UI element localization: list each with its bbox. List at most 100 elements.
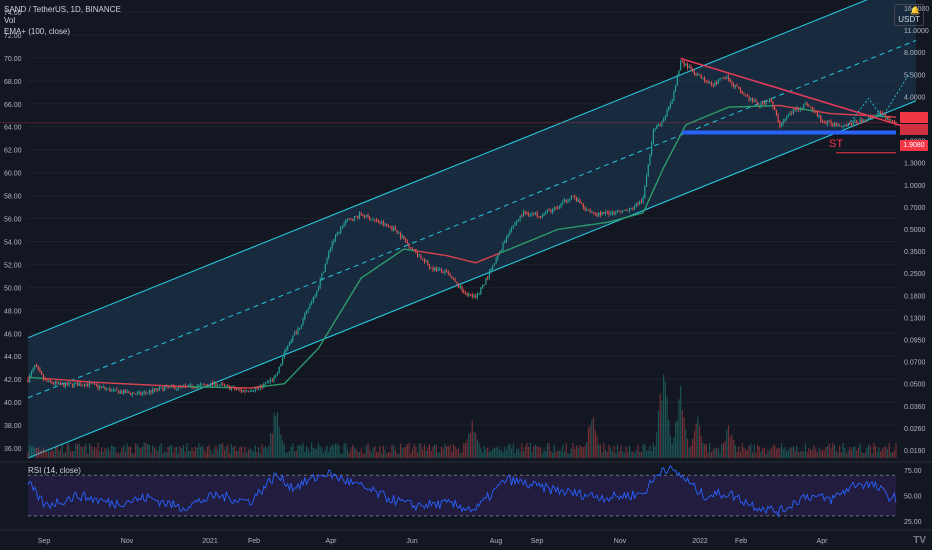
- ema-segment: [388, 257, 391, 261]
- right-tick-label: 11.0000: [904, 28, 929, 35]
- volume-bar: [649, 445, 651, 458]
- candle-body: [357, 216, 359, 219]
- candle-body: [557, 207, 559, 209]
- volume-bar: [874, 446, 877, 458]
- ema-segment: [533, 237, 536, 240]
- volume-bar: [358, 451, 361, 458]
- volume-bar: [671, 444, 673, 458]
- candle-body: [657, 124, 660, 126]
- candle-body: [343, 223, 345, 228]
- ema-segment: [543, 233, 546, 236]
- volume-bar: [464, 442, 466, 458]
- ema-segment: [518, 244, 521, 247]
- candle-body: [46, 380, 48, 382]
- ema-legend[interactable]: EMA+ (100, close): [4, 27, 71, 36]
- ema-segment: [548, 231, 552, 234]
- volume-bar: [305, 445, 308, 458]
- volume-bar: [657, 410, 660, 458]
- currency-selector[interactable]: 🔔 USDT: [894, 4, 924, 26]
- ema-segment: [371, 269, 374, 272]
- volume-bar: [569, 453, 571, 458]
- candle-body: [593, 212, 595, 214]
- candle-body: [810, 106, 812, 108]
- candle-body: [150, 390, 152, 393]
- candle-body: [336, 233, 338, 235]
- candle-body: [627, 210, 629, 212]
- volume-bar: [473, 431, 475, 458]
- volume-bar: [343, 443, 345, 458]
- candle-body: [459, 286, 461, 288]
- candle-body: [300, 325, 302, 329]
- candle-body: [87, 383, 89, 386]
- candle-body: [492, 265, 494, 269]
- candle-body: [849, 123, 851, 125]
- ema-segment: [547, 232, 550, 235]
- volume-bar: [408, 442, 410, 458]
- candle-body: [235, 389, 238, 391]
- volume-bar: [444, 443, 446, 458]
- volume-bar: [765, 453, 767, 458]
- volume-bar: [140, 448, 142, 458]
- candle-body: [533, 213, 535, 215]
- volume-bar: [41, 450, 43, 458]
- volume-bar: [357, 451, 359, 458]
- volume-bar: [367, 443, 369, 458]
- volume-bar: [555, 452, 557, 458]
- candle-body: [666, 110, 668, 117]
- candle-body: [540, 216, 542, 218]
- candle-body: [663, 119, 665, 122]
- candle-body: [239, 389, 241, 391]
- volume-bar: [377, 451, 379, 458]
- volume-legend[interactable]: Vol: [4, 16, 16, 25]
- candle-body: [56, 381, 58, 384]
- rsi-legend[interactable]: RSI (14, close): [28, 466, 81, 475]
- volume-bar: [712, 449, 714, 458]
- left-tick-label: 52.00: [4, 262, 22, 269]
- candle-body: [625, 210, 627, 211]
- symbol-title[interactable]: SAND / TetherUS, 1D, BINANCE: [4, 5, 121, 14]
- candle-body: [413, 249, 415, 251]
- candle-body: [471, 294, 473, 298]
- ema-segment: [372, 268, 376, 271]
- candle-body: [222, 383, 224, 385]
- ema-segment: [709, 113, 712, 116]
- candle-body: [198, 384, 200, 386]
- candle-body: [644, 186, 646, 198]
- ema-segment: [377, 264, 381, 268]
- candle-body: [90, 382, 92, 384]
- ema-segment: [700, 117, 704, 120]
- candle-body: [223, 384, 226, 386]
- candle-body: [140, 392, 142, 395]
- volume-bar: [282, 440, 284, 458]
- volume-bar: [751, 452, 754, 458]
- candle-body: [536, 212, 538, 217]
- volume-bar: [321, 448, 323, 458]
- volume-bar: [49, 451, 51, 458]
- tradingview-logo-icon[interactable]: TV: [913, 535, 926, 546]
- candle-body: [628, 209, 631, 211]
- volume-bar: [726, 429, 728, 458]
- candle-body: [283, 352, 285, 358]
- candle-body: [772, 101, 774, 108]
- volume-bar: [639, 451, 641, 458]
- bell-icon[interactable]: 🔔: [910, 6, 920, 15]
- volume-bar: [801, 450, 803, 458]
- currency-label: USDT: [898, 15, 920, 24]
- ema-segment: [336, 314, 340, 318]
- candle-body: [750, 98, 752, 100]
- candle-body: [249, 391, 251, 393]
- candle-body: [702, 77, 704, 79]
- volume-bar: [553, 444, 555, 458]
- candle-body: [85, 383, 87, 386]
- candle-body: [654, 128, 656, 131]
- candle-body: [70, 383, 72, 384]
- ema-segment: [542, 234, 545, 237]
- left-tick-label: 62.00: [4, 148, 22, 155]
- candle-body: [645, 175, 648, 187]
- volume-bar: [512, 443, 514, 458]
- candle-body: [418, 255, 420, 257]
- volume-bar: [480, 448, 482, 458]
- candle-body: [825, 122, 827, 124]
- volume-bar: [290, 446, 292, 458]
